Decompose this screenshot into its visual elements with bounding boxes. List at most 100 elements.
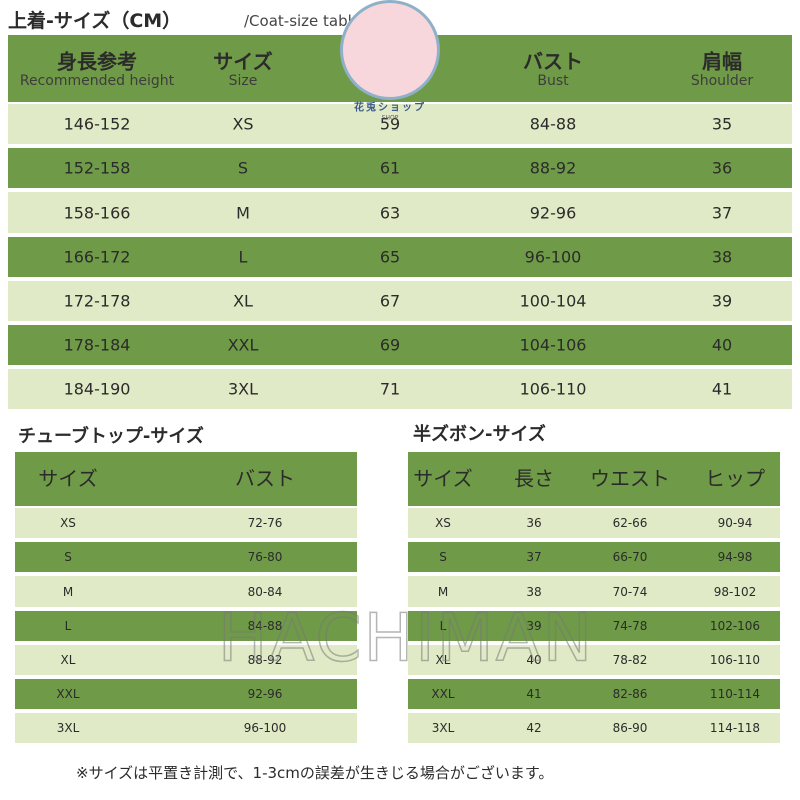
header: 長さ xyxy=(514,466,554,491)
cell: 67 xyxy=(379,291,401,311)
cell: 38 xyxy=(526,584,542,599)
cell: S xyxy=(64,550,72,565)
cell: 96-100 xyxy=(524,247,582,267)
cell: 158-166 xyxy=(63,203,131,222)
cell: 72-76 xyxy=(247,516,283,531)
cell: 3XL xyxy=(431,721,455,736)
watermark: HACHIMAN xyxy=(217,599,595,678)
row-band xyxy=(15,679,357,710)
header: サイズ xyxy=(38,466,98,491)
cell: 90-94 xyxy=(717,516,753,531)
cell: 88-92 xyxy=(529,158,577,178)
row-band xyxy=(408,644,780,675)
cell: XS xyxy=(435,516,451,531)
cell: 3XL xyxy=(56,721,80,736)
cell: 94-98 xyxy=(717,550,753,565)
row-band xyxy=(408,679,780,710)
cell: 184-190 xyxy=(63,379,131,399)
cell: 100-104 xyxy=(519,291,587,311)
cell: 178-184 xyxy=(63,335,131,355)
cell: 59 xyxy=(379,114,401,134)
row-band xyxy=(8,325,792,366)
row-band xyxy=(8,192,792,233)
cell: 114-118 xyxy=(709,721,761,736)
cell: 166-172 xyxy=(63,247,131,267)
cell: 41 xyxy=(526,687,542,702)
cell: 37 xyxy=(711,203,733,222)
cell: 36 xyxy=(526,516,542,531)
cell: 102-106 xyxy=(709,618,761,633)
cell: 36 xyxy=(711,158,733,178)
row-band xyxy=(15,508,357,539)
header: バスト xyxy=(235,466,295,491)
cell: 61 xyxy=(379,158,401,178)
row-band xyxy=(8,104,792,145)
row-band xyxy=(8,148,792,189)
cell: 65 xyxy=(379,247,401,267)
cell: M xyxy=(437,584,449,599)
cell: 71 xyxy=(379,379,401,399)
cell: L xyxy=(439,618,447,633)
cell: 42 xyxy=(526,721,542,736)
cell: M xyxy=(236,203,250,222)
header-ja: 身長参考 xyxy=(57,49,137,74)
cell: 78-82 xyxy=(612,652,648,667)
cell: 63 xyxy=(379,203,401,222)
row-band xyxy=(8,280,792,321)
cell: 92-96 xyxy=(247,687,283,702)
header-ja: バスト xyxy=(523,49,583,74)
logo xyxy=(340,0,440,100)
cell: 98-102 xyxy=(713,584,757,599)
header-en: Shoulder xyxy=(690,73,754,89)
cell: 106-110 xyxy=(709,652,761,667)
row-band xyxy=(408,542,780,573)
row-band xyxy=(408,610,780,641)
cell: 106-110 xyxy=(519,379,587,399)
cell: L xyxy=(238,247,248,267)
cell: S xyxy=(237,158,249,178)
cell: XL xyxy=(60,652,76,667)
cell: 152-158 xyxy=(63,158,131,178)
cell: 39 xyxy=(711,291,733,311)
row-band xyxy=(408,508,780,539)
cell: 38 xyxy=(711,247,733,267)
cell: 84-88 xyxy=(529,114,577,134)
cell: M xyxy=(62,584,74,599)
cell: XL xyxy=(435,652,451,667)
row-band xyxy=(15,610,357,641)
coat-subtitle: /Coat-size table xyxy=(244,12,362,30)
cell: XXL xyxy=(431,687,455,702)
header-band xyxy=(408,452,780,506)
tube-title: チューブトップ-サイズ xyxy=(18,426,204,447)
header: ウエスト xyxy=(590,466,670,491)
cell: 74-78 xyxy=(612,618,648,633)
cell: 96-100 xyxy=(243,721,287,736)
cell: S xyxy=(439,550,447,565)
cell: 66-70 xyxy=(612,550,648,565)
cell: L xyxy=(64,618,72,633)
header-ja: 肩幅 xyxy=(702,49,742,74)
cell: XXL xyxy=(227,335,259,355)
cell: 3XL xyxy=(227,379,259,399)
cell: 92-96 xyxy=(529,203,577,222)
row-band xyxy=(15,542,357,573)
cell: 35 xyxy=(711,114,733,134)
cell: 110-114 xyxy=(709,687,761,702)
cell: XS xyxy=(60,516,76,531)
cell: 76-80 xyxy=(247,550,283,565)
row-band xyxy=(408,713,780,744)
row-band xyxy=(15,576,357,607)
cell: 69 xyxy=(379,335,401,355)
shorts-title: 半ズボン-サイズ xyxy=(413,424,546,445)
header-band xyxy=(15,452,357,506)
cell: 62-66 xyxy=(612,516,648,531)
cell: 86-90 xyxy=(612,721,648,736)
logo-sub: SHOP xyxy=(381,114,399,122)
cell: XL xyxy=(233,291,253,311)
cell: 146-152 xyxy=(63,114,131,134)
note: ※サイズは平置き計測で、1-3cmの誤差が生きじる場合がございます。 xyxy=(76,764,554,782)
cell: 40 xyxy=(711,335,733,355)
cell: 41 xyxy=(711,379,733,399)
cell: 82-86 xyxy=(612,687,648,702)
